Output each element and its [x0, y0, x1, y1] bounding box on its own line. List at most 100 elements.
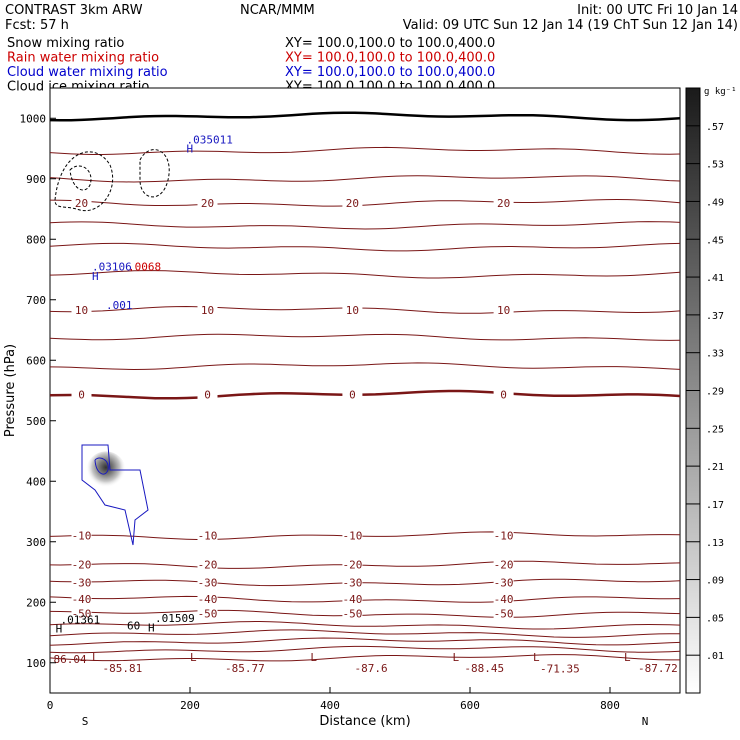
- temperature-contour-line: [49, 595, 681, 603]
- cloud-water-label: .03106: [92, 261, 132, 274]
- x-tick-label: 400: [320, 699, 340, 712]
- figure-title: CONTRAST 3km ARW: [5, 3, 143, 18]
- colorbar-label: .41: [706, 273, 724, 284]
- x-axis-title: Distance (km): [319, 714, 410, 729]
- temperature-contour-label: 10: [346, 304, 359, 317]
- colorbar-label: .49: [706, 197, 724, 208]
- temperature-contour-label: -20: [494, 559, 514, 572]
- label-mask: [71, 576, 92, 589]
- colorbar-label: .09: [706, 576, 724, 587]
- y-tick-label: 900: [26, 173, 46, 186]
- temperature-contour-line: [49, 198, 681, 207]
- temperature-contour-line: [49, 637, 681, 646]
- ice-label: H: [56, 623, 63, 636]
- pressure-extremum-label: -85.77: [225, 662, 265, 675]
- colorbar-label: .37: [706, 311, 724, 322]
- axes: 0 200 400 600 800100200300400500600700800900…: [3, 112, 648, 729]
- y-tick-label: 1000: [20, 112, 47, 125]
- ice-label: .01361: [61, 613, 101, 626]
- pressure-extremum-label: -88.45: [464, 662, 504, 675]
- pressure-extremum-label: -85.81: [103, 662, 143, 675]
- temperature-contour-line: [49, 221, 681, 230]
- y-tick-label: 500: [26, 415, 46, 428]
- colorbar-label: .13: [706, 538, 724, 549]
- y-tick-label: 100: [26, 657, 46, 670]
- temperature-contour-label: -30: [72, 576, 92, 589]
- ice-label: .01509: [155, 612, 195, 625]
- x-tick-label: 600: [460, 699, 480, 712]
- temperature-contour-label: -10: [342, 530, 362, 543]
- forecast-hour: Fcst: 57 h: [5, 18, 69, 33]
- temperature-contour-line: [49, 333, 681, 341]
- colorbar-label: .57: [706, 122, 724, 133]
- temperature-contour-label: 20: [346, 197, 359, 210]
- label-mask: [493, 529, 514, 542]
- temperature-contour-label: -50: [494, 608, 514, 621]
- label-mask: [342, 607, 363, 620]
- init-time: Init: 00 UTC Fri 10 Jan 14: [577, 3, 738, 18]
- field-name: Rain water mixing ratio: [7, 51, 159, 66]
- x-end-label-south: S: [82, 715, 89, 728]
- colorbar-label: .05: [706, 613, 724, 624]
- y-tick-label: 800: [26, 233, 46, 246]
- valid-time: Valid: 09 UTC Sun 12 Jan 14 (19 ChT Sun …: [403, 18, 738, 33]
- temperature-contour-label: 10: [75, 304, 88, 317]
- temperature-contour-label: -50: [342, 608, 362, 621]
- cloud-water-label: H: [187, 143, 194, 156]
- colorbar-label: .45: [706, 235, 724, 246]
- pressure-extremum-label: L: [624, 651, 631, 664]
- pressure-extremum-label: -87.6: [355, 662, 388, 675]
- ice-label: H: [148, 621, 155, 634]
- field-name: Snow mixing ratio: [7, 36, 124, 51]
- label-mask: [493, 304, 514, 317]
- cloud-ice-contours: H.01361 60 H.01509: [54, 149, 195, 636]
- y-tick-label: 200: [26, 596, 46, 609]
- temperature-contour-line: [49, 654, 680, 662]
- temperature-contour-label: -50: [198, 608, 218, 621]
- field-xy: XY= 100.0,100.0 to 100.0,400.0: [285, 51, 495, 66]
- y-tick-label: 300: [26, 536, 46, 549]
- temperature-contour-label: 0: [349, 389, 356, 402]
- temperature-contour-line: [49, 146, 681, 155]
- temperature-contour-line: [49, 270, 681, 279]
- pressure-extremum-label: L: [92, 651, 99, 664]
- y-tick-label: 700: [26, 294, 46, 307]
- label-mask: [342, 558, 363, 571]
- ice-label: 60: [127, 619, 140, 632]
- colorbar-label: .29: [706, 387, 724, 398]
- label-mask: [71, 388, 92, 401]
- temperature-contour-line: [49, 362, 681, 371]
- temperature-contour-line: [49, 645, 681, 654]
- label-mask: [342, 388, 363, 401]
- label-mask: [493, 388, 514, 401]
- y-tick-label: 400: [26, 475, 46, 488]
- label-mask: [493, 593, 514, 606]
- temperature-contour-line: [49, 578, 681, 587]
- temperature-contour-line: [49, 531, 681, 540]
- temperature-contour-label: 20: [201, 197, 214, 210]
- temperature-contour-line: [49, 305, 681, 314]
- temperature-contour-label: 10: [201, 304, 214, 317]
- cloud-water-label: .001: [106, 299, 133, 312]
- temperature-contour-label: 0: [204, 389, 211, 402]
- colorbar-units: g kg⁻¹: [704, 87, 737, 97]
- rain-label: .0068: [128, 261, 161, 274]
- pressure-extremum-label: L: [453, 651, 460, 664]
- cloud-water-contour: [81, 444, 149, 546]
- colorbar-label: .53: [706, 160, 724, 171]
- label-mask: [197, 593, 218, 606]
- label-mask: [493, 558, 514, 571]
- temperature-contour-line: [49, 389, 681, 400]
- y-axis-title: Pressure (hPa): [3, 344, 18, 437]
- temperature-contour-label: -40: [72, 593, 92, 606]
- colorbar: .01 .05 .09 .13 .17 .21 .25 .29 .33 .37 .41 .45 .49.…: [685, 87, 737, 694]
- field-xy: XY= 100.0,100.0 to 100.0,400.0: [285, 65, 495, 80]
- cloud-water-label: H: [92, 270, 99, 283]
- temperature-contour-label: -40: [198, 593, 218, 606]
- temperature-contour-line: [49, 629, 680, 638]
- pressure-extremum-label: -87.72: [638, 662, 678, 675]
- temperature-contour-label: 0: [500, 389, 507, 402]
- ice-contour: [54, 151, 114, 212]
